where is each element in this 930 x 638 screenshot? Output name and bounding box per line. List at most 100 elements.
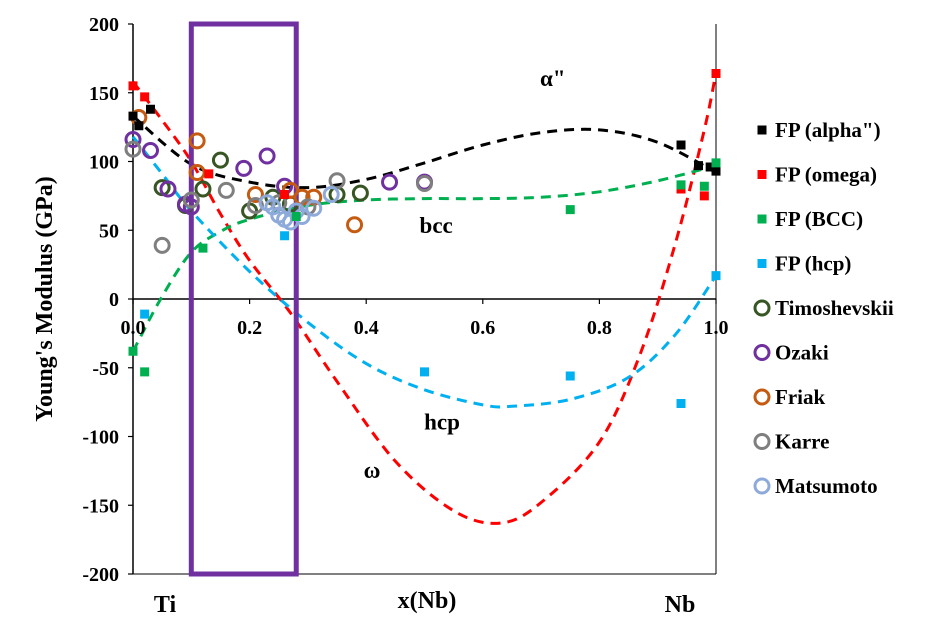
y-tick-label: 200 <box>89 14 119 36</box>
point-ozaki <box>258 147 276 165</box>
point-fp-bcc <box>140 367 150 377</box>
y-tick-label: -100 <box>82 427 119 449</box>
fit-curve <box>132 114 717 190</box>
point-ozaki <box>235 159 253 177</box>
point-fp-alpha <box>134 121 144 131</box>
point-fp-omega <box>204 169 214 179</box>
point-fp-alpha <box>128 111 138 121</box>
point-fp-alpha <box>676 140 686 150</box>
point-karre <box>416 175 433 192</box>
data-markers <box>124 69 721 408</box>
legend-label-timoshevskii: Timoshevskii <box>775 296 894 320</box>
legend-label-fp-bcc: FP (BCC) <box>775 207 863 231</box>
highlight-box-group <box>188 21 299 577</box>
legend-label-karre: Karre <box>775 430 829 454</box>
x-tick-label: 0.4 <box>354 317 379 339</box>
point-fp-hcp <box>565 371 575 381</box>
y-tick-label: 0 <box>109 289 119 311</box>
legend-label-fp-alpha: FP (alpha") <box>775 118 881 142</box>
point-ozaki <box>159 180 177 198</box>
legend-marker-fp-omega <box>757 170 767 179</box>
legend-marker-fp-bcc <box>757 214 767 224</box>
plot-area <box>132 24 717 575</box>
point-ozaki <box>381 173 399 191</box>
x-end-label-right: Nb <box>665 592 696 618</box>
curve-annotations: α" bcc hcp ω <box>364 66 566 483</box>
point-friak <box>346 216 364 234</box>
legend-marker-fp-hcp <box>757 259 767 268</box>
fit-curve <box>131 164 717 353</box>
x-end-label-left: Ti <box>154 592 177 618</box>
highlight-box <box>188 21 299 577</box>
point-karre <box>246 197 264 214</box>
legend-marker-fp-alpha <box>757 125 767 135</box>
point-fp-bcc <box>128 346 138 356</box>
x-axis-title: x(Nb) <box>398 588 457 614</box>
legend-label-ozaki: Ozaki <box>775 341 829 365</box>
point-friak <box>246 186 264 203</box>
legend: FP (alpha") FP (omega) FP (BCC) FP (hcp) Tim… <box>753 118 894 498</box>
legend-marker-matsumoto <box>753 477 771 495</box>
point-fp-hcp <box>711 271 721 281</box>
y-tick-label: -50 <box>92 358 119 380</box>
fit-curve <box>131 71 718 525</box>
x-tick-label: 0.0 <box>121 317 146 339</box>
y-tick-label: -200 <box>82 564 119 586</box>
point-timoshevskii <box>211 151 229 169</box>
point-ozaki <box>182 198 200 216</box>
x-tick-label: 1.0 <box>704 317 729 339</box>
point-karre <box>217 181 235 199</box>
curve-label: α" <box>540 66 566 91</box>
point-karre <box>153 236 171 254</box>
point-friak <box>188 164 206 181</box>
tick-labels: 200 150 100 50 0 -50 -100 -150 -200 0.0 0.2 0.4 0.6 0… <box>32 14 729 618</box>
point-fp-bcc <box>565 205 575 215</box>
legend-marker-timoshevskii <box>753 299 771 317</box>
y-tick-label: 50 <box>99 220 119 242</box>
point-matsumoto <box>305 199 323 217</box>
point-fp-alpha <box>711 166 721 176</box>
legend-label-matsumoto: Matsumoto <box>775 474 878 498</box>
point-fp-hcp <box>420 367 429 377</box>
x-tick-label: 0.2 <box>237 317 262 339</box>
point-fp-omega <box>140 92 150 102</box>
legend-label-fp-omega: FP (omega) <box>775 163 877 187</box>
y-tick-label: -150 <box>82 495 119 517</box>
point-fp-bcc <box>711 158 721 168</box>
point-fp-bcc <box>291 212 301 221</box>
point-matsumoto <box>322 186 340 203</box>
point-fp-hcp <box>280 231 290 241</box>
point-fp-bcc <box>198 243 208 253</box>
point-fp-omega <box>280 190 290 199</box>
point-fp-omega <box>711 69 721 78</box>
point-timoshevskii <box>194 180 212 198</box>
point-timoshevskii <box>351 184 369 202</box>
point-fp-alpha <box>145 104 155 114</box>
legend-label-friak: Friak <box>775 385 825 409</box>
point-fp-alpha <box>705 162 715 172</box>
fit-curves <box>131 71 718 525</box>
legend-marker-friak <box>753 388 771 406</box>
point-fp-hcp <box>140 309 150 319</box>
legend-marker-ozaki <box>753 344 771 361</box>
point-fp-alpha <box>694 161 704 171</box>
point-karre <box>124 140 142 158</box>
point-ozaki <box>124 131 142 148</box>
point-fp-hcp <box>676 399 686 408</box>
point-karre <box>328 172 346 190</box>
point-karre <box>182 191 200 209</box>
y-tick-label: 100 <box>89 152 119 174</box>
point-fp-bcc <box>699 181 709 191</box>
curve-label: ω <box>364 458 381 483</box>
curve-label: hcp <box>424 410 460 435</box>
curve-label: bcc <box>420 213 453 238</box>
legend-label-fp-hcp: FP (hcp) <box>775 252 851 276</box>
point-fp-omega <box>128 81 138 91</box>
point-friak <box>188 132 206 150</box>
point-fp-omega <box>699 191 709 201</box>
y-tick-label: 150 <box>89 83 119 105</box>
y-axis-title: Young's Modulus (GPa) <box>32 176 58 421</box>
x-tick-label: 0.8 <box>587 317 612 339</box>
point-ozaki <box>141 142 159 159</box>
